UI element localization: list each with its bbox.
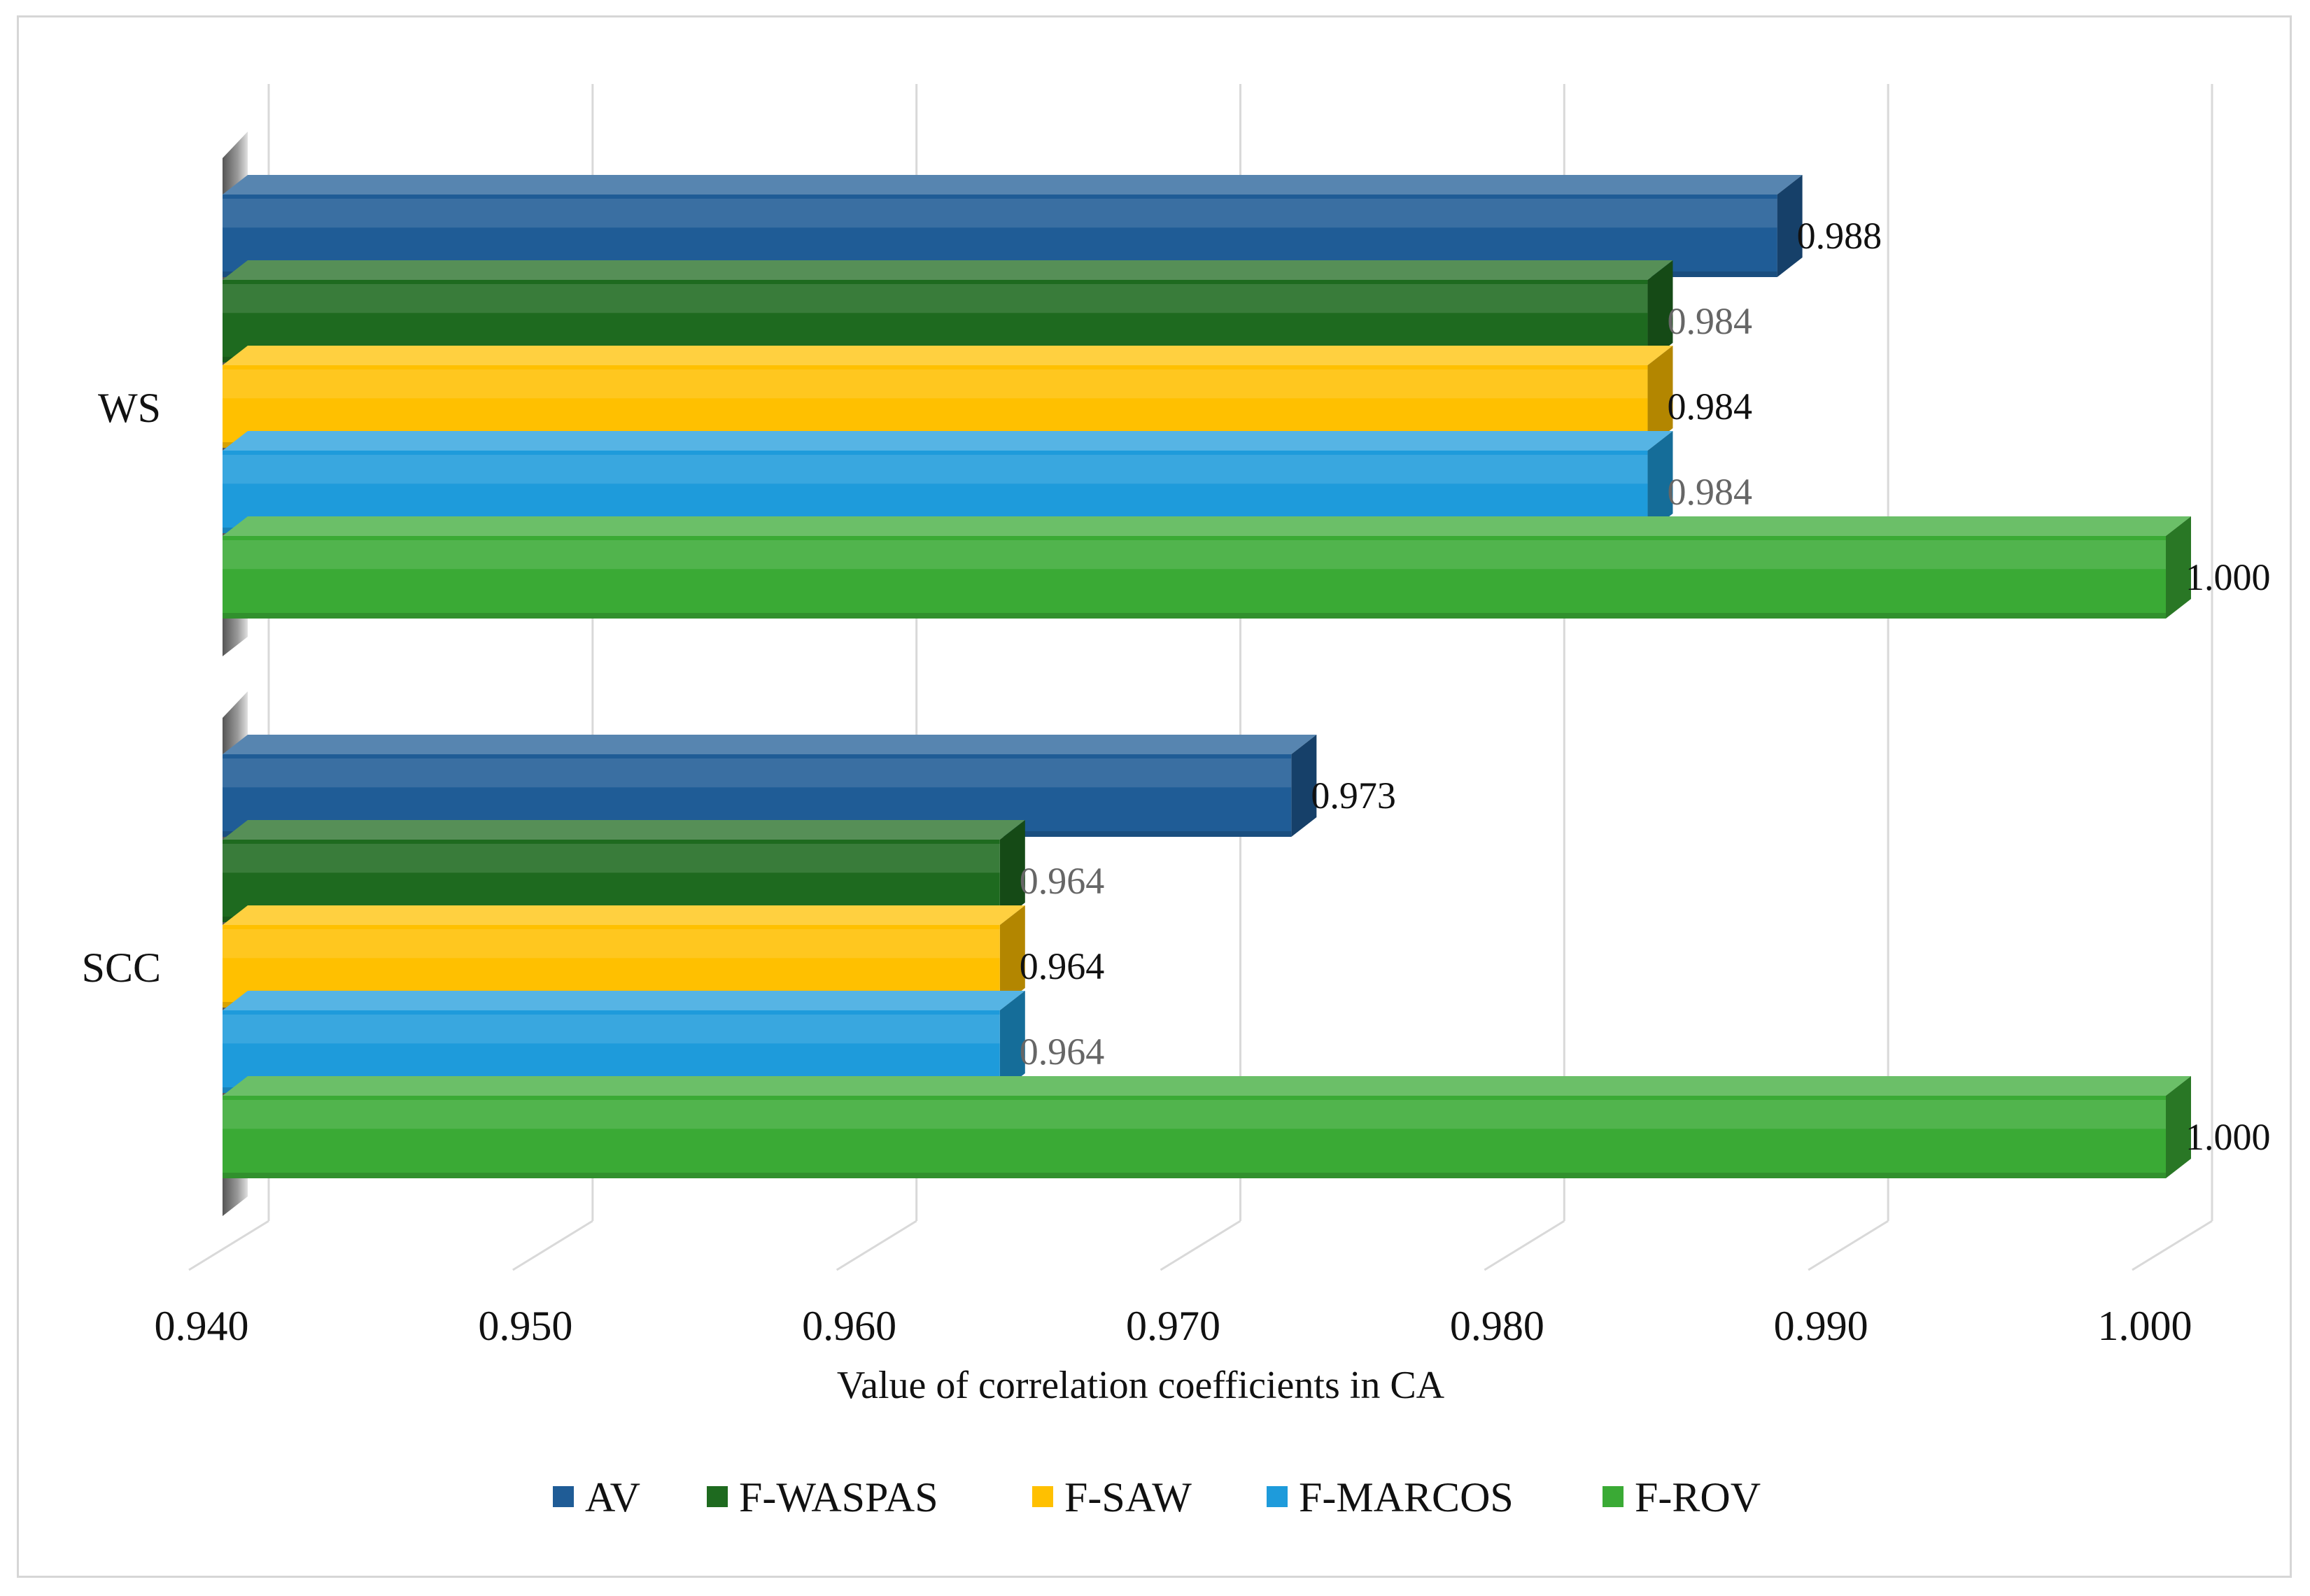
data-label: 0.984 [1667, 300, 1752, 342]
legend-item: AV [553, 1474, 640, 1520]
x-tick-label: 0.940 [155, 1303, 249, 1349]
data-label: 1.000 [2185, 1116, 2271, 1158]
floor-gridline [2132, 1220, 2213, 1271]
x-tick-label: 0.950 [478, 1303, 572, 1349]
legend-label: F-SAW [1064, 1474, 1192, 1520]
bar [223, 516, 2191, 619]
floor-gridline [1808, 1220, 1889, 1271]
data-label: 1.000 [2185, 556, 2271, 598]
data-label: 0.984 [1667, 471, 1752, 513]
x-tick-label: 0.980 [1450, 1303, 1544, 1349]
legend-label: AV [585, 1474, 640, 1520]
legend-swatch [553, 1486, 574, 1507]
x-tick-label: 0.990 [1774, 1303, 1868, 1349]
legend-item: F-MARCOS [1267, 1474, 1514, 1520]
legend-item: F-WASPAS [707, 1474, 938, 1520]
legend-swatch [707, 1486, 728, 1507]
legend-label: F-WASPAS [739, 1474, 938, 1520]
x-tick-label: 0.960 [802, 1303, 896, 1349]
legend-label: F-MARCOS [1299, 1474, 1514, 1520]
x-tick-label: 0.970 [1126, 1303, 1220, 1349]
data-label: 0.964 [1020, 860, 1105, 902]
legend-swatch [1603, 1486, 1624, 1507]
data-label: 0.984 [1667, 386, 1752, 428]
data-label: 0.988 [1797, 215, 1882, 257]
data-label: 0.964 [1020, 945, 1105, 987]
x-axis-title: Value of correlation coefficients in CA [837, 1364, 1445, 1407]
category-label: SCC [82, 945, 161, 991]
bars [223, 175, 2191, 1178]
category-label: WS [98, 385, 161, 431]
data-labels: 0.988 0.984 0.984 0.984 1.000 0.973 0.964 0.964… [1020, 215, 2271, 1158]
data-label: 0.964 [1020, 1031, 1105, 1073]
bar [223, 1076, 2191, 1178]
floor-gridline [836, 1220, 917, 1271]
legend-swatch [1267, 1486, 1288, 1507]
x-tick-label: 1.000 [2098, 1303, 2192, 1349]
x-tick-labels: 0.940 0.950 0.960 0.970 0.980 0.990 1.000 [155, 1303, 2192, 1349]
floor-gridline [512, 1220, 593, 1271]
floor-gridline [188, 1220, 269, 1271]
legend-label: F-ROV [1635, 1474, 1761, 1520]
floor-gridline [1160, 1220, 1241, 1271]
data-label: 0.973 [1311, 775, 1396, 817]
floor-gridline [1484, 1220, 1565, 1271]
legend-item: F-ROV [1603, 1474, 1761, 1520]
legend: AV F-WASPAS F-SAW F-MARCOS F-ROV [553, 1474, 1761, 1520]
legend-item: F-SAW [1032, 1474, 1192, 1520]
legend-swatch [1032, 1486, 1053, 1507]
category-labels: WS SCC [82, 385, 161, 991]
